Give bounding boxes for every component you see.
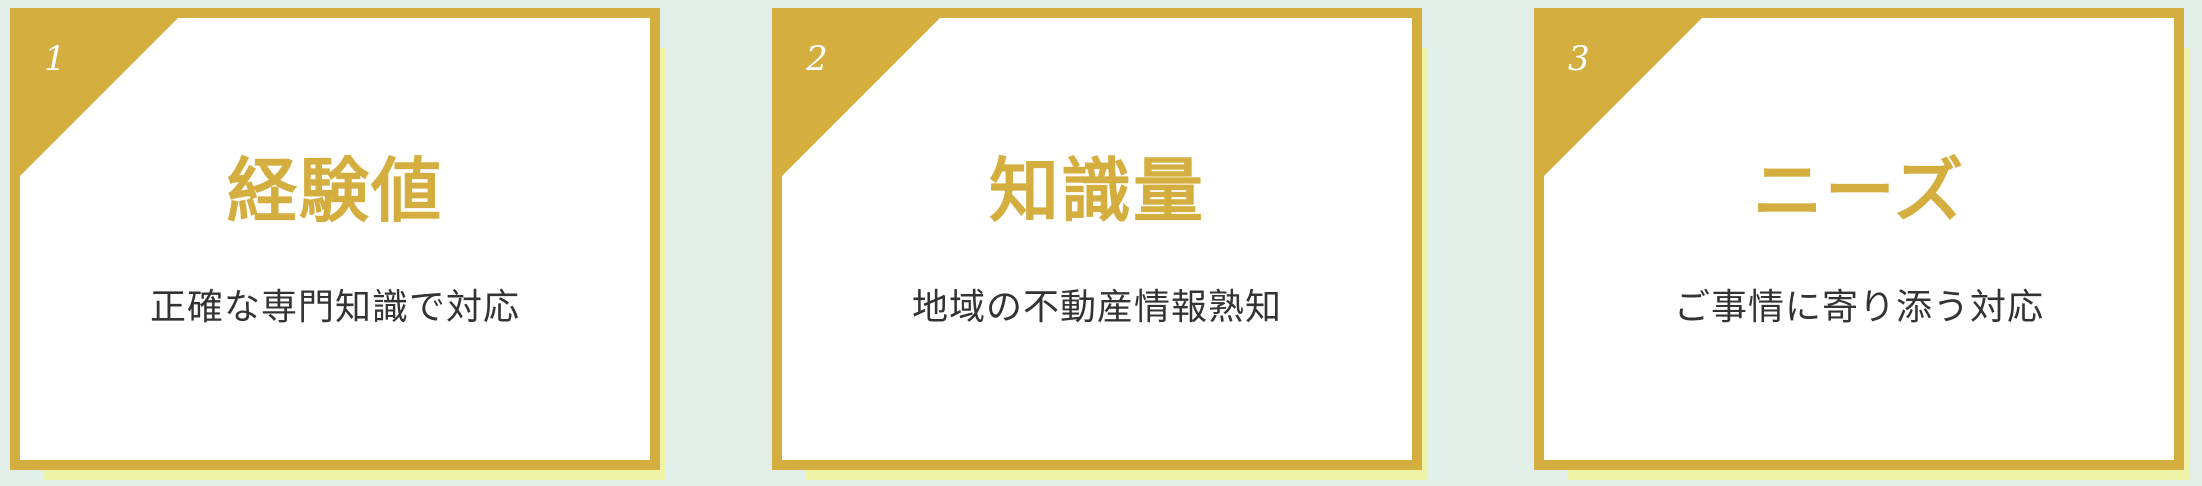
- corner-badge: [1544, 18, 1702, 176]
- corner-badge: [782, 18, 940, 176]
- card-panel: 3 ニーズ ご事情に寄り添う対応: [1534, 8, 2184, 470]
- card-panel: 2 知識量 地域の不動産情報熟知: [772, 8, 1422, 470]
- card-panel: 1 経験値 正確な専門知識で対応: [10, 8, 660, 470]
- card-title: 知識量: [989, 149, 1205, 232]
- card-number: 2: [806, 39, 828, 79]
- card-title: ニーズ: [1752, 149, 1966, 232]
- card-title: 経験値: [227, 149, 443, 232]
- feature-card-2: 2 知識量 地域の不動産情報熟知: [772, 8, 1432, 484]
- card-subtitle: 正確な専門知識で対応: [149, 287, 520, 328]
- feature-card-1: 1 経験値 正確な専門知識で対応: [10, 8, 670, 484]
- corner-badge: [20, 18, 178, 176]
- feature-card-3: 3 ニーズ ご事情に寄り添う対応: [1534, 8, 2194, 484]
- card-number: 1: [44, 39, 66, 79]
- card-subtitle: ご事情に寄り添う対応: [1673, 287, 2044, 328]
- card-number: 3: [1568, 39, 1590, 79]
- card-subtitle: 地域の不動産情報熟知: [911, 287, 1282, 328]
